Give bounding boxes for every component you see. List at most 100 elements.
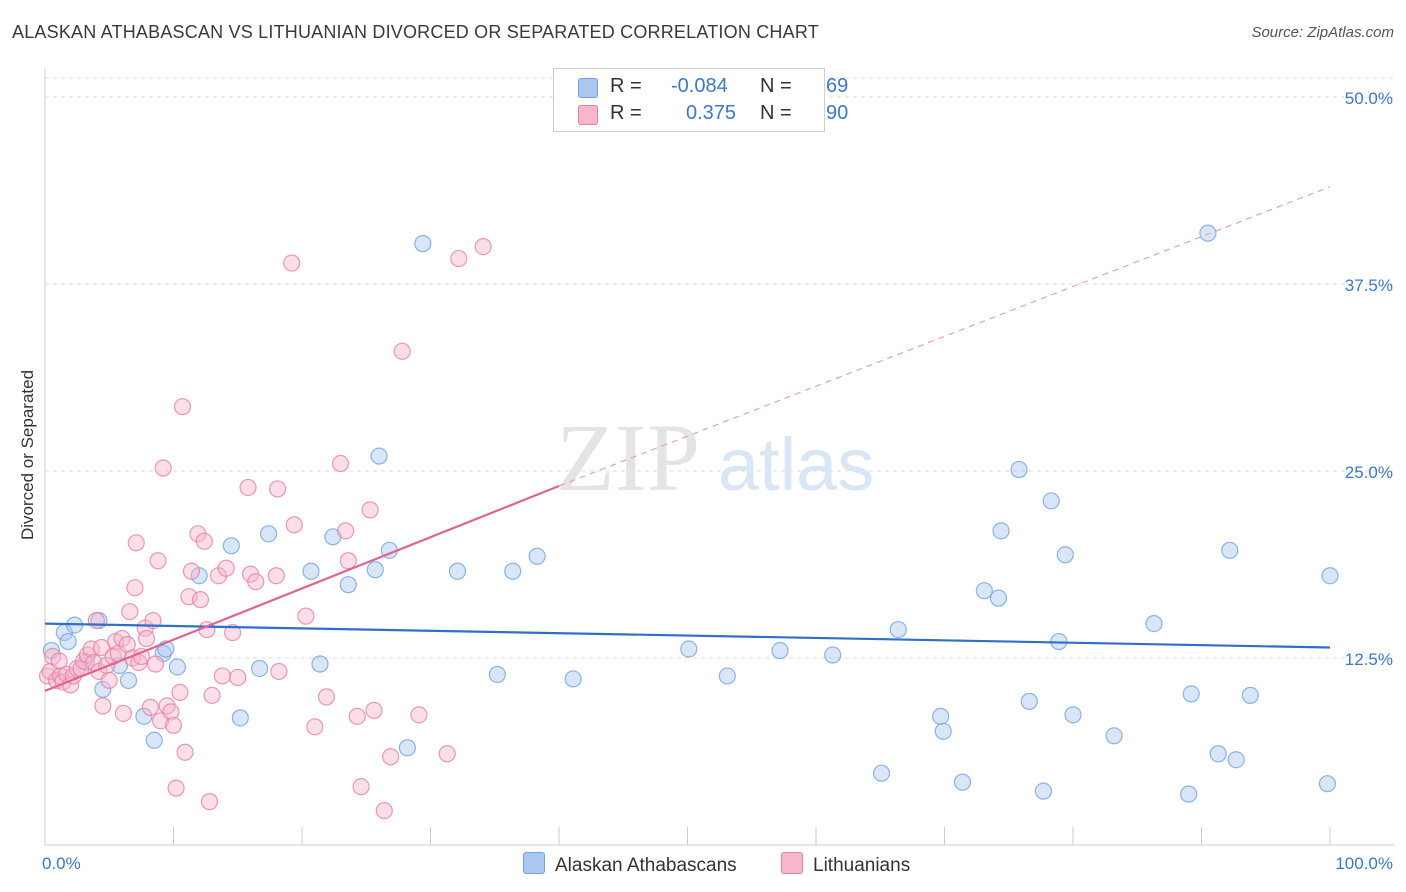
athabascan-point xyxy=(135,707,153,725)
athabascan-point xyxy=(414,235,432,253)
athabascan-point xyxy=(1056,546,1074,564)
legend-swatch-lithuanian xyxy=(578,105,598,125)
athabascan-point xyxy=(250,659,269,678)
athabascan-point xyxy=(680,640,698,658)
athabascan-point xyxy=(1042,492,1060,510)
lithuanian-point xyxy=(203,686,221,705)
lithuanian-point xyxy=(224,623,242,642)
legend-swatch-athabascan xyxy=(578,78,598,98)
bottom-legend-label-athabascan: Alaskan Athabascans xyxy=(555,855,737,876)
athabascan-point xyxy=(1145,614,1163,633)
athabascan-point xyxy=(992,522,1010,540)
athabascan-point xyxy=(771,641,789,660)
athabascan-point xyxy=(1064,706,1082,724)
athabascan-point xyxy=(824,646,842,664)
legend-r-label: R = xyxy=(610,75,642,97)
lithuanian-point xyxy=(331,454,350,473)
athabascan-point xyxy=(59,632,77,651)
lithuanian-point xyxy=(164,716,183,734)
athabascan-point xyxy=(1199,224,1217,242)
lithuanian-point xyxy=(229,668,247,687)
athabascan-point xyxy=(1105,727,1123,745)
lithuanian-point xyxy=(239,478,257,497)
lithuanian-point xyxy=(171,683,189,702)
bottom-legend-lithuanian: Lithuanians xyxy=(781,852,910,877)
lithuanian-point xyxy=(474,238,492,256)
lithuanian-point xyxy=(94,697,112,715)
athabascan-point xyxy=(370,447,388,465)
athabascan-point xyxy=(222,537,240,555)
y-tick-label: 25.0% xyxy=(1345,463,1393,482)
athabascan-point xyxy=(889,620,907,639)
lithuanian-point xyxy=(50,652,68,670)
lithuanian-trend-extension xyxy=(558,186,1331,487)
lithuanian-point xyxy=(176,743,194,761)
x-tick-label: 100.0% xyxy=(1335,854,1393,873)
athabascan-point xyxy=(311,655,329,673)
lithuanian-point xyxy=(141,698,159,716)
athabascan-point xyxy=(718,667,736,685)
tick-labels: 12.5% 25.0% 37.5% 50.0% 0.0% 100.0% xyxy=(42,89,1393,873)
athabascan-point xyxy=(145,731,163,749)
bottom-legend-swatch-lithuanian xyxy=(781,852,803,874)
lithuanian-point xyxy=(87,611,106,630)
athabascan-point xyxy=(1318,775,1337,793)
athabascan-point xyxy=(259,525,278,543)
lithuanian-point xyxy=(317,688,336,706)
athabascan-point xyxy=(1209,745,1227,763)
lithuanian-point xyxy=(283,254,301,272)
correlation-legend: R = -0.084 N = 69 R = 0.375 N = 90 xyxy=(553,68,848,132)
athabascan-point xyxy=(1227,751,1245,769)
lithuanian-point xyxy=(200,793,219,811)
athabascan-point xyxy=(504,562,522,580)
athabascan-point xyxy=(564,670,582,688)
source-label: Source: ZipAtlas.com xyxy=(1251,24,1394,41)
lithuanian-point xyxy=(191,591,210,609)
athabascan-point xyxy=(1321,567,1339,585)
lithuanian-point xyxy=(173,398,192,416)
lithuanian-point xyxy=(146,655,165,673)
athabascan-point xyxy=(953,773,972,791)
lithuanian-point xyxy=(247,573,265,591)
trend-lines xyxy=(44,186,1331,692)
lithuanian-point xyxy=(167,779,185,797)
legend-r-label: R = xyxy=(610,102,642,124)
lithuanian-point xyxy=(365,701,383,719)
lithuanian-point xyxy=(382,748,400,766)
lithuanian-point xyxy=(217,559,235,577)
y-axis-label: Divorced or Separated xyxy=(18,369,37,541)
y-tick-label: 37.5% xyxy=(1345,276,1393,295)
legend-r-value: 0.375 xyxy=(686,102,737,124)
athabascan-point xyxy=(231,709,249,727)
lithuanian-point xyxy=(270,662,288,681)
athabascan-point xyxy=(448,562,467,580)
lithuanian-point xyxy=(154,459,172,477)
lithuanian-point xyxy=(450,249,468,268)
athabascan-point xyxy=(934,722,952,740)
lithuanian-point xyxy=(137,629,156,648)
lithuanian-point xyxy=(375,801,393,820)
athabascan-point xyxy=(302,562,320,580)
athabascan-point xyxy=(975,582,993,600)
bottom-legend-label-lithuanian: Lithuanians xyxy=(813,855,911,876)
lithuanian-point xyxy=(267,567,285,585)
lithuanian-point xyxy=(361,501,379,519)
athabascan-point xyxy=(1034,782,1053,800)
lithuanian-point xyxy=(410,706,428,724)
watermark: ZIP atlas xyxy=(556,404,874,511)
lithuanian-point xyxy=(195,532,213,550)
lithuanian-point xyxy=(285,516,303,534)
lithuanian-point xyxy=(306,718,324,736)
x-tick-label: 0.0% xyxy=(42,854,81,873)
athabascan-point xyxy=(1221,541,1239,559)
lithuanian-point xyxy=(121,603,139,621)
athabascan-point xyxy=(1241,686,1259,705)
lithuanian-point xyxy=(149,552,167,570)
lithuanian-point xyxy=(268,480,287,498)
athabascan-point xyxy=(1020,692,1038,710)
legend-n-value: 90 xyxy=(826,102,849,124)
legend-n-label: N = xyxy=(760,102,792,124)
lithuanian-point xyxy=(297,607,315,625)
axes xyxy=(44,68,1395,846)
